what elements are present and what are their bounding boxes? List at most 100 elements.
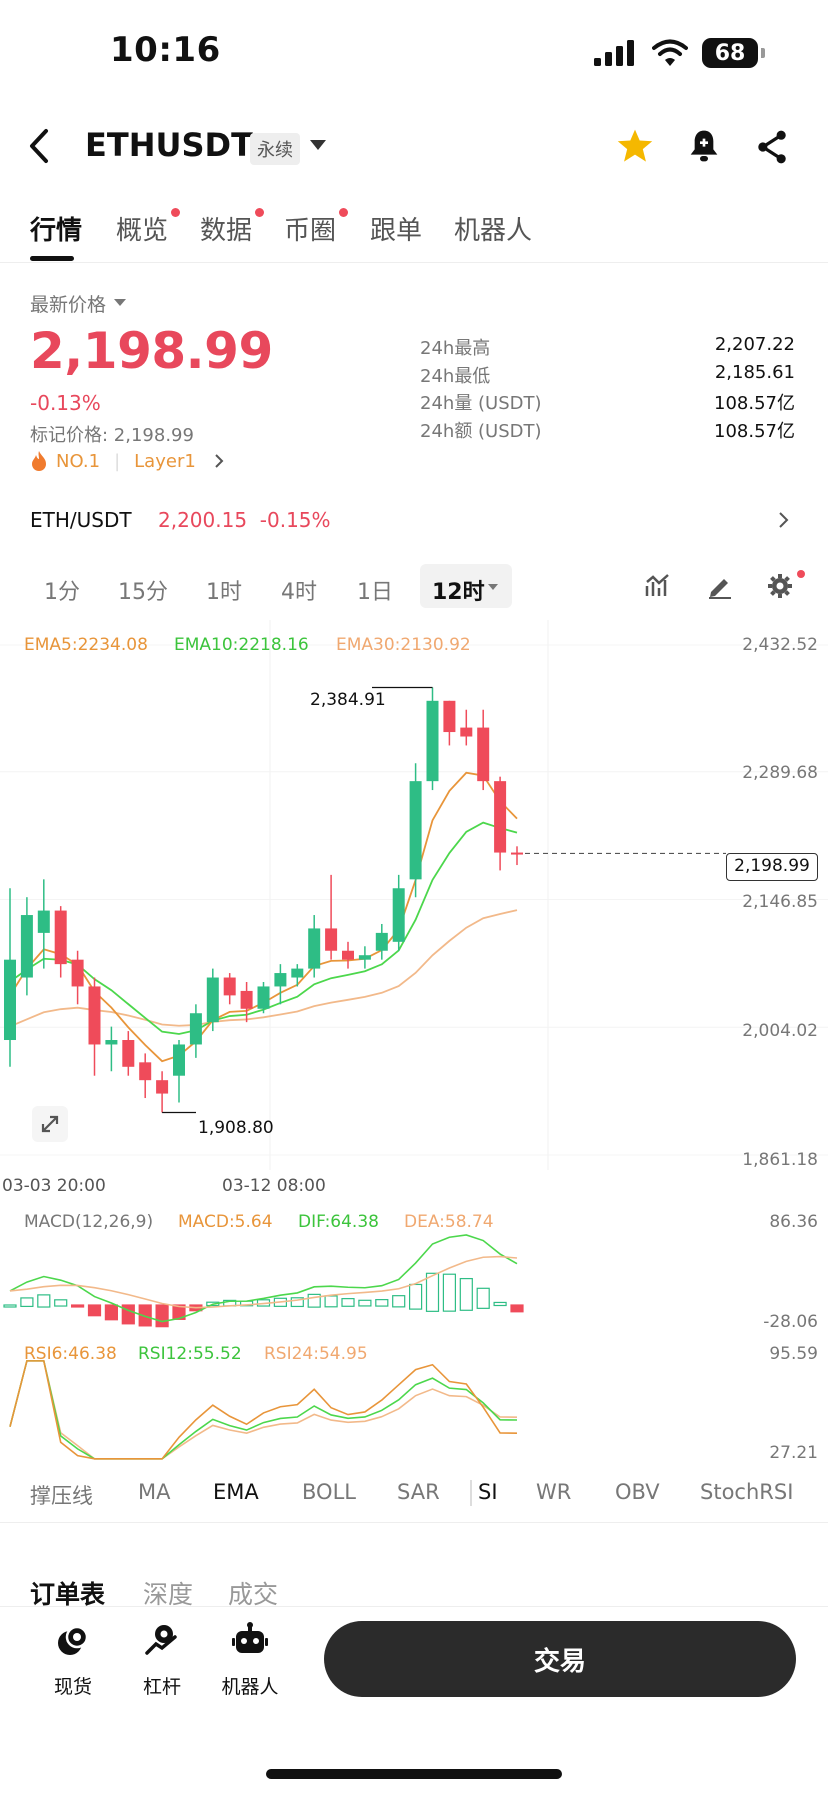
- indicator-obv[interactable]: OBV: [615, 1480, 660, 1504]
- tab-copy-trading[interactable]: 跟单: [370, 216, 423, 246]
- indicator-stochrsi[interactable]: StochRSI: [700, 1480, 794, 1504]
- candle-body: [308, 928, 321, 969]
- tab-market[interactable]: 行情: [30, 216, 83, 246]
- timeframe-dropdown-icon[interactable]: [488, 584, 498, 590]
- back-arrow-icon[interactable]: [28, 128, 50, 164]
- macd-histogram-bar: [425, 1272, 440, 1312]
- candle: [494, 776, 507, 871]
- macd-histogram-bar: [341, 1298, 355, 1307]
- candle: [460, 709, 473, 746]
- indicator-divider-line: [0, 1522, 828, 1523]
- chart-settings-gear-icon[interactable]: [766, 572, 794, 600]
- latest-price-dropdown-icon[interactable]: [114, 299, 126, 306]
- candlestick-chart[interactable]: [0, 620, 828, 1170]
- price-axis-label: 1,861.18: [742, 1150, 818, 1170]
- tab-trades[interactable]: 成交: [228, 1580, 279, 1609]
- trade-button[interactable]: 交易: [324, 1621, 796, 1697]
- indicator-support-resistance[interactable]: 撑压线: [30, 1484, 93, 1508]
- indicator-wr[interactable]: WR: [536, 1480, 572, 1504]
- favorite-star-icon[interactable]: [616, 128, 654, 164]
- macd-histogram-bar: [324, 1295, 338, 1308]
- timeframe-4h[interactable]: 4时: [281, 580, 317, 605]
- nav-margin-label[interactable]: 杠杆: [142, 1676, 181, 1698]
- timeframe-1d[interactable]: 1日: [357, 580, 393, 605]
- timeframe-15m[interactable]: 15分: [118, 580, 168, 605]
- candle-body: [206, 977, 219, 1023]
- nav-spot-label[interactable]: 现货: [53, 1676, 92, 1698]
- rank-row[interactable]: NO.1 | Layer1: [30, 450, 224, 472]
- tab-order-book[interactable]: 订单表: [30, 1580, 106, 1609]
- macd-histogram-bar: [37, 1294, 51, 1308]
- timeframe-1h[interactable]: 1时: [206, 580, 242, 605]
- indicator-rsi[interactable]: SI: [478, 1480, 498, 1504]
- indicator-ema[interactable]: EMA: [213, 1480, 259, 1504]
- price-axis-label: 2,289.68: [742, 763, 818, 783]
- candle-body: [156, 1080, 169, 1094]
- rsi-axis-label: 27.21: [769, 1443, 818, 1463]
- tab-overview[interactable]: 概览: [116, 208, 181, 247]
- macd-histogram-bar: [409, 1283, 423, 1310]
- ema5-label: EMA5:2234.08: [24, 635, 148, 655]
- macd-histogram-bar: [476, 1287, 490, 1309]
- candle: [392, 874, 405, 951]
- stat-value-turnover: 108.57亿: [714, 421, 795, 442]
- status-time: 10:16: [110, 30, 221, 70]
- macd-axis-label: -28.06: [763, 1312, 818, 1332]
- spot-icon[interactable]: [56, 1625, 90, 1659]
- macd-histogram-bar: [510, 1304, 524, 1313]
- tab-notification-dot: [171, 208, 181, 217]
- candle-body: [342, 950, 354, 960]
- indicator-divider: [470, 1480, 472, 1506]
- indicator-sar[interactable]: SAR: [397, 1480, 440, 1504]
- price-axis-label: 2,432.52: [742, 635, 818, 655]
- time-axis-label: 03-12 08:00: [222, 1176, 326, 1196]
- status-icons: 68: [594, 38, 765, 68]
- macd-histogram-bar: [392, 1295, 406, 1308]
- low-marker-label: 1,908.80: [198, 1118, 274, 1138]
- symbol-dropdown-icon[interactable]: [310, 140, 326, 150]
- indicator-ma[interactable]: MA: [138, 1480, 171, 1504]
- candle-body: [105, 1040, 118, 1045]
- robot-icon[interactable]: [232, 1622, 268, 1658]
- macd-chart: [3, 1234, 524, 1328]
- candle-body: [274, 973, 287, 987]
- candle: [511, 846, 523, 866]
- draw-pencil-icon[interactable]: [706, 572, 734, 600]
- symbol-title[interactable]: ETHUSDT: [85, 126, 253, 164]
- expand-icon: [41, 1115, 59, 1133]
- macd-histogram-bar: [307, 1293, 321, 1308]
- chevron-right-icon: [779, 512, 789, 528]
- tab-notification-dot: [255, 208, 265, 217]
- nav-bot-label[interactable]: 机器人: [221, 1676, 279, 1698]
- tab-community[interactable]: 币圈: [284, 208, 349, 247]
- macd-histogram-bar: [172, 1304, 186, 1320]
- candle-body: [443, 700, 456, 733]
- candle-body: [240, 990, 253, 1009]
- margin-icon[interactable]: [144, 1623, 180, 1659]
- indicator-chart-icon[interactable]: [644, 572, 672, 600]
- candle-body: [460, 727, 473, 737]
- candle: [105, 1026, 118, 1072]
- ema10-label: EMA10:2218.16: [174, 635, 309, 655]
- chevron-right-icon: [215, 454, 224, 468]
- current-price-tag: 2,198.99: [726, 853, 818, 881]
- tab-depth[interactable]: 深度: [143, 1580, 194, 1609]
- fullscreen-button[interactable]: [32, 1106, 68, 1142]
- tab-bots[interactable]: 机器人: [454, 216, 533, 246]
- candle: [20, 897, 33, 996]
- timeframe-1m[interactable]: 1分: [44, 580, 80, 605]
- macd-histogram-bar: [54, 1299, 68, 1307]
- share-icon[interactable]: [756, 130, 788, 164]
- rsi12-label: RSI12:55.52: [138, 1344, 242, 1364]
- candle: [443, 700, 456, 746]
- candle: [206, 968, 219, 1032]
- stat-label-high: 24h最高: [420, 338, 491, 359]
- alert-bell-icon[interactable]: [688, 128, 720, 164]
- candle-body: [20, 915, 33, 978]
- tab-data[interactable]: 数据: [200, 208, 265, 247]
- candle: [274, 964, 287, 1005]
- candle-body: [173, 1044, 185, 1076]
- latest-price-label[interactable]: 最新价格: [30, 294, 107, 316]
- indicator-boll[interactable]: BOLL: [302, 1480, 356, 1504]
- macd-name-label: MACD(12,26,9): [24, 1212, 154, 1232]
